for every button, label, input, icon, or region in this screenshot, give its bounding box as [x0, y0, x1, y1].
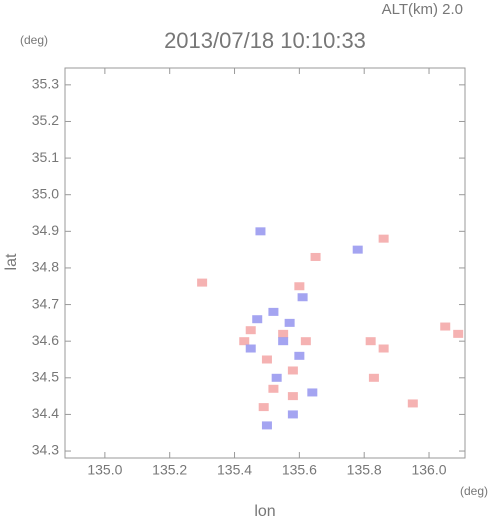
y-axis-label: lat [3, 253, 20, 270]
radar-echo [245, 326, 256, 335]
radar-echo [268, 384, 279, 393]
y-tick-label: 35.2 [32, 112, 59, 128]
radar-echo [407, 399, 418, 408]
radar-echo [245, 344, 256, 353]
chart-title: 2013/07/18 10:10:33 [164, 28, 366, 53]
y-tick-label: 34.8 [32, 259, 59, 275]
radar-echo [440, 322, 451, 331]
x-unit: (deg) [460, 484, 488, 498]
y-tick-label: 34.3 [32, 442, 59, 458]
radar-echo [378, 344, 389, 353]
radar-echo [271, 373, 282, 382]
x-axis-label: lon [254, 503, 275, 520]
radar-echo [258, 403, 269, 412]
x-tick-label: 135.2 [152, 462, 187, 478]
radar-echo [255, 227, 266, 236]
radar-echo [365, 337, 376, 346]
radar-echo [197, 278, 208, 287]
radar-echo [261, 355, 272, 364]
radar-echo [378, 234, 389, 243]
radar-echo [300, 337, 311, 346]
y-tick-label: 34.4 [32, 405, 59, 421]
y-tick-label: 35.0 [32, 185, 59, 201]
x-tick-label: 135.8 [347, 462, 382, 478]
radar-echo [453, 329, 464, 338]
radar-echo [307, 388, 318, 397]
radar-echo [287, 392, 298, 401]
y-tick-label: 34.5 [32, 369, 59, 385]
radar-echo [310, 252, 321, 261]
radar-echo [278, 337, 289, 346]
radar-echo [261, 421, 272, 430]
y-unit: (deg) [20, 33, 48, 47]
radar-echo [294, 351, 305, 360]
radar-echo [297, 293, 308, 302]
altitude-annotation: ALT(km) 2.0 [382, 1, 463, 18]
radar-echo [294, 282, 305, 291]
radar-echo [287, 410, 298, 419]
radar-echo [284, 318, 295, 327]
radar-echo [368, 373, 379, 382]
x-tick-label: 135.4 [217, 462, 252, 478]
radar-echo [239, 337, 250, 346]
y-tick-label: 34.9 [32, 222, 59, 238]
radar-echo [287, 366, 298, 375]
x-tick-label: 135.0 [87, 462, 122, 478]
x-tick-label: 135.6 [282, 462, 317, 478]
radar-echo [352, 245, 363, 254]
radar-echo [252, 315, 263, 324]
y-tick-label: 34.6 [32, 332, 59, 348]
plot-frame [64, 67, 466, 459]
radar-echo [278, 329, 289, 338]
radar-echo [268, 307, 279, 316]
y-tick-label: 35.1 [32, 149, 59, 165]
y-tick-label: 35.3 [32, 76, 59, 92]
y-tick-label: 34.7 [32, 295, 59, 311]
x-tick-label: 136.0 [411, 462, 446, 478]
